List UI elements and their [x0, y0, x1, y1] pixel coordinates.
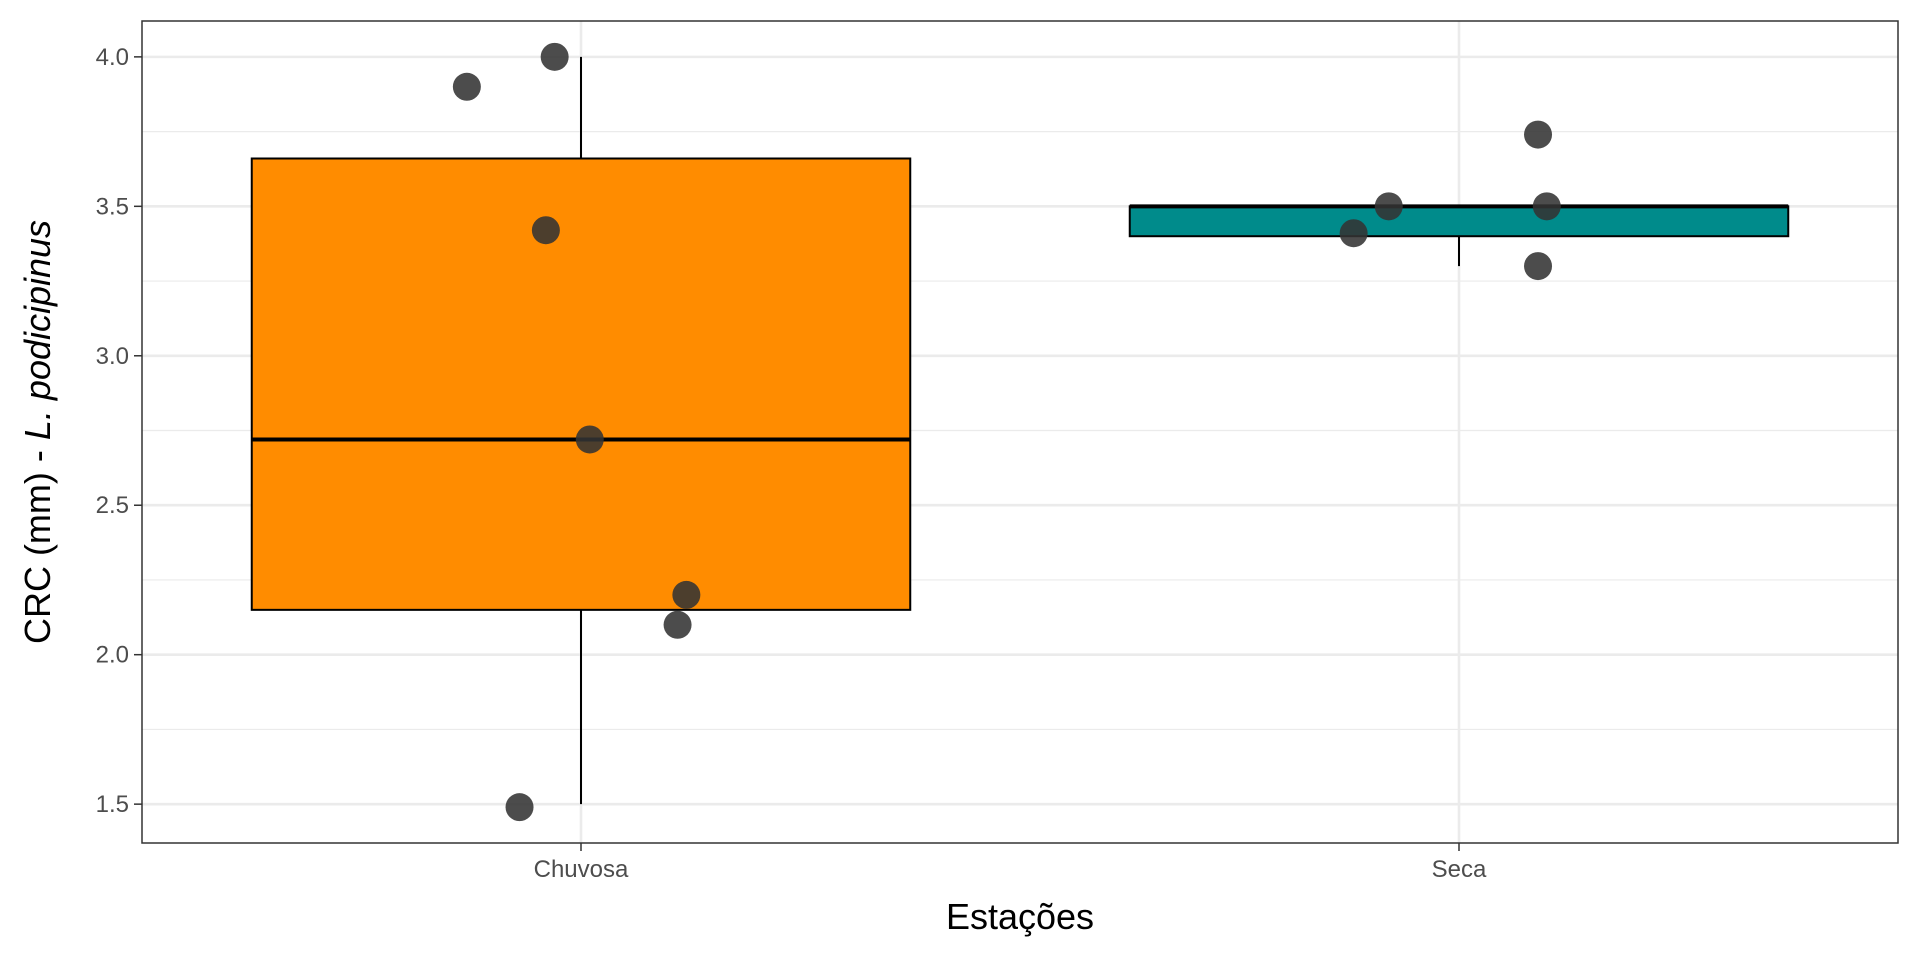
- y-tick-label: 3.5: [96, 193, 129, 220]
- y-axis-title-prefix: CRC (mm) -: [17, 440, 58, 644]
- data-point: [672, 580, 701, 609]
- data-point: [505, 793, 534, 822]
- data-point: [663, 610, 692, 639]
- x-axis-title: Estações: [946, 896, 1094, 937]
- y-tick-label: 2.5: [96, 492, 129, 519]
- y-tick-label: 4.0: [96, 44, 129, 71]
- y-tick-label: 2.0: [96, 642, 129, 669]
- x-tick-label: Chuvosa: [534, 856, 629, 883]
- data-point: [1524, 252, 1553, 281]
- y-axis-title: CRC (mm) - L. podicipinus: [17, 220, 58, 644]
- data-point: [575, 425, 604, 454]
- data-point: [531, 216, 560, 245]
- y-axis: 1.5 2.0 2.5 3.0 3.5 4.0: [96, 44, 142, 818]
- y-tick-label: 1.5: [96, 791, 129, 818]
- data-point: [540, 42, 569, 71]
- box: [250, 157, 912, 611]
- x-tick-label: Seca: [1432, 856, 1487, 883]
- box: [1128, 205, 1790, 238]
- data-point: [452, 72, 481, 101]
- data-point: [1374, 192, 1403, 221]
- data-point: [1339, 219, 1368, 248]
- data-points: [452, 42, 1561, 822]
- data-point: [1532, 192, 1561, 221]
- data-point: [1524, 120, 1553, 149]
- x-axis: Chuvosa Seca: [534, 843, 1487, 883]
- y-tick-label: 3.0: [96, 343, 129, 370]
- panel-border: [141, 20, 1899, 844]
- y-axis-title-species: L. podicipinus: [17, 220, 58, 440]
